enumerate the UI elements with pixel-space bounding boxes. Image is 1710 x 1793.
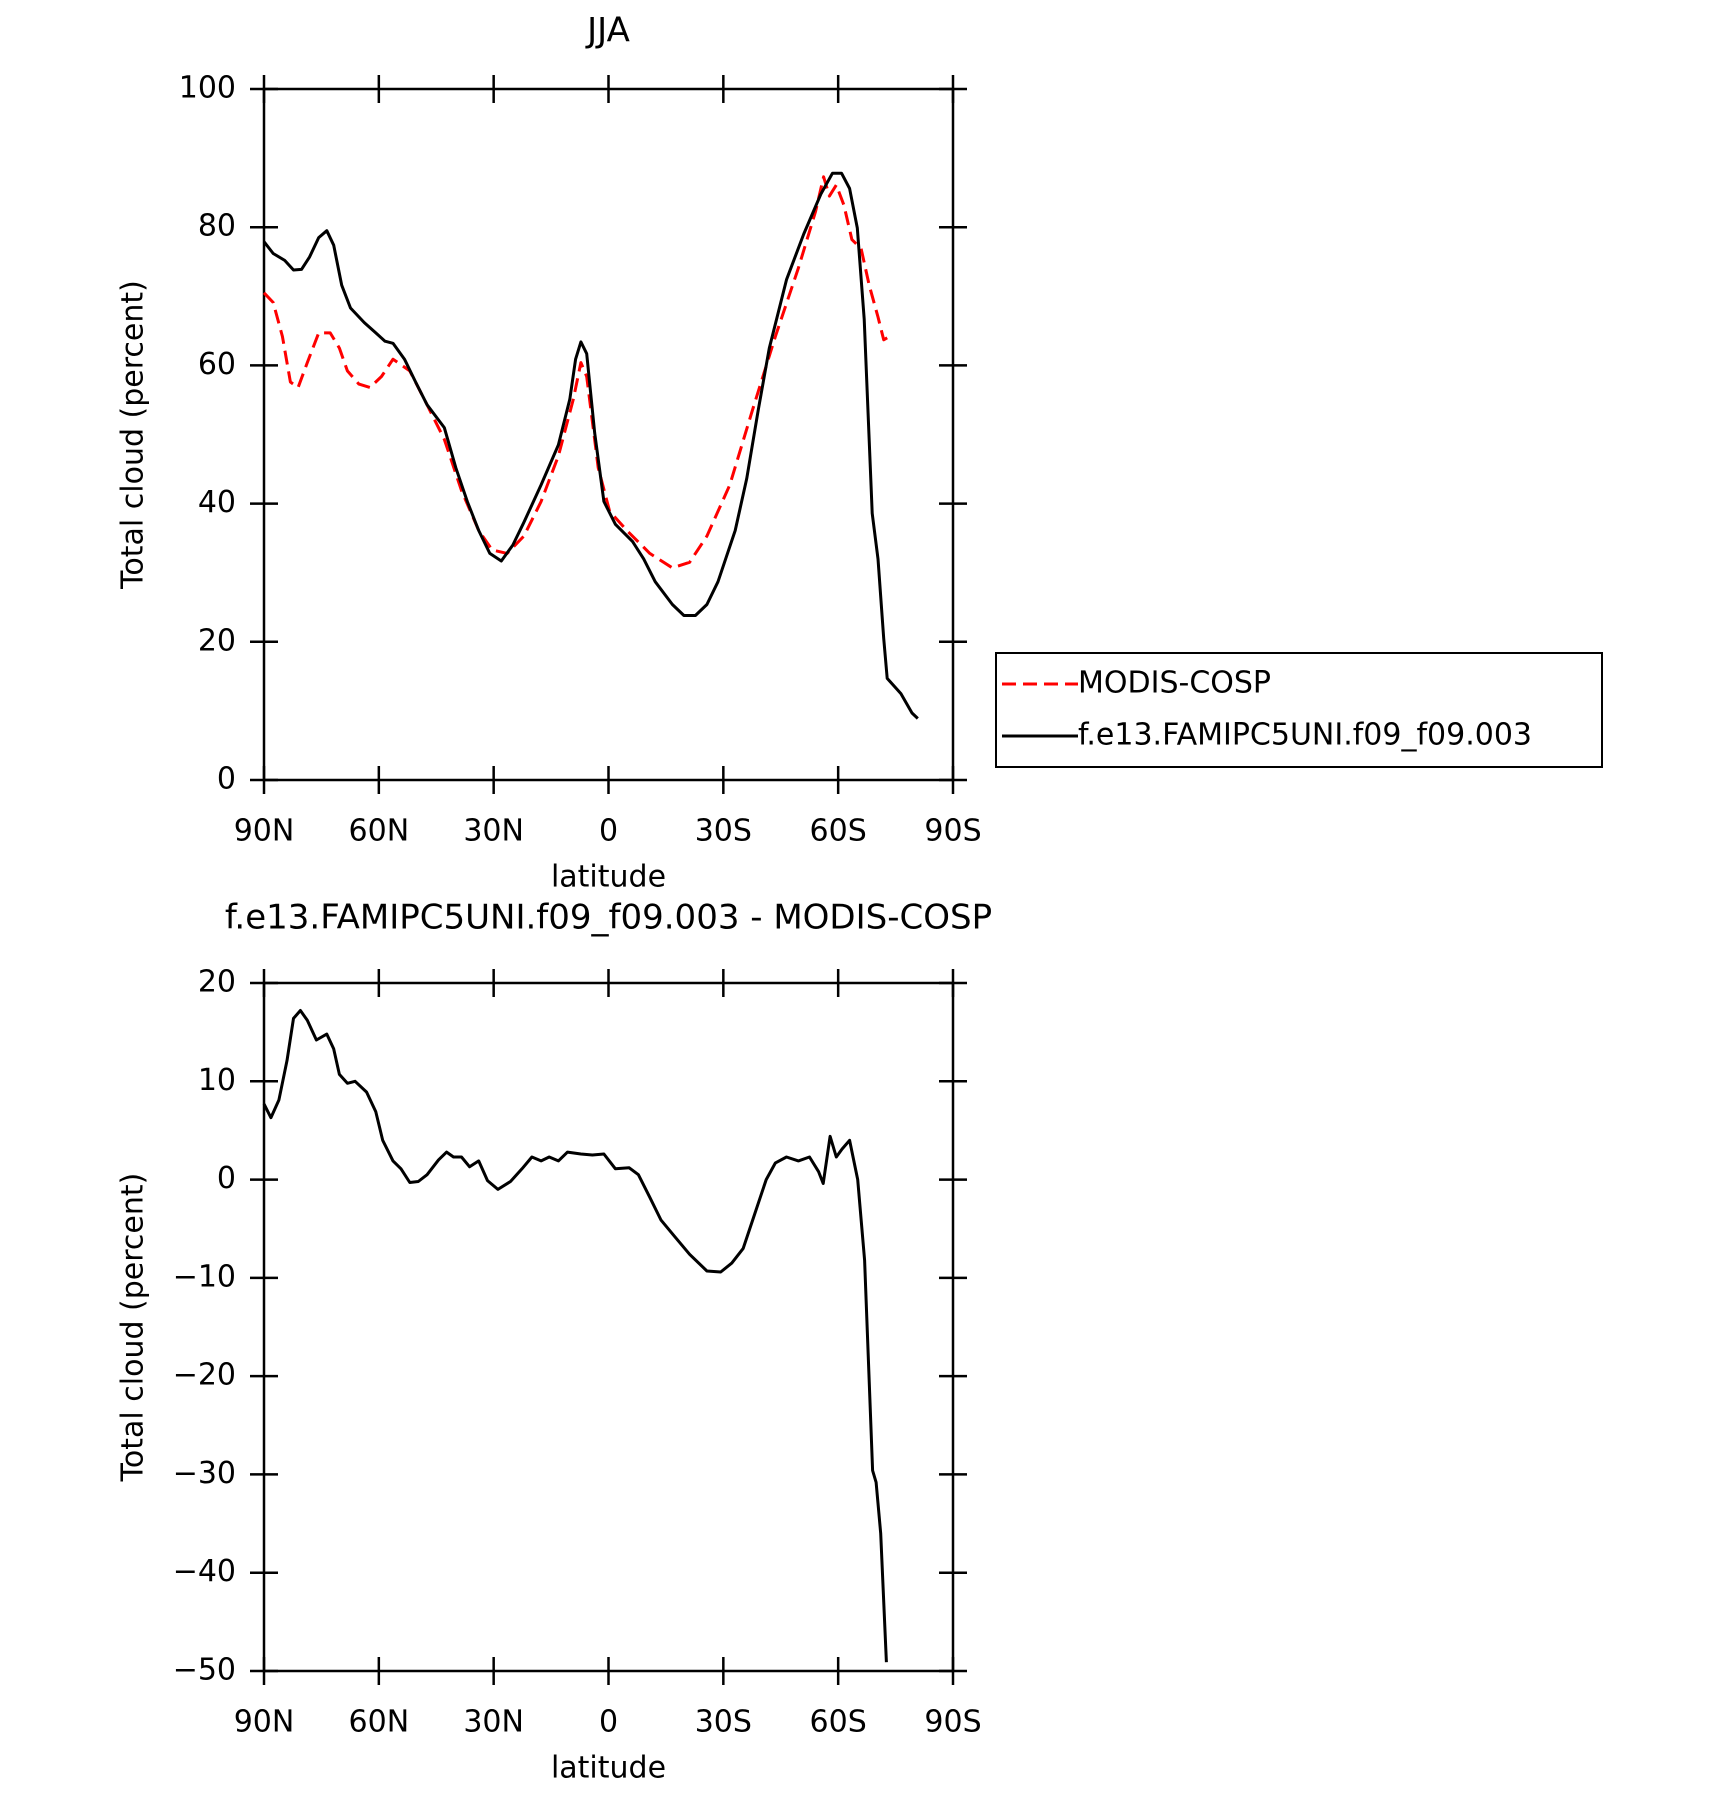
y-tick-label: 80 — [198, 209, 236, 244]
x-tick-label: 0 — [599, 814, 618, 849]
y-tick-label: 0 — [217, 1161, 236, 1196]
x-tick-label: 60S — [810, 814, 867, 849]
chart-title: f.e13.FAMIPC5UNI.f09_f09.003 - MODIS-COS… — [225, 898, 992, 938]
x-tick-label: 30N — [463, 1705, 524, 1740]
x-tick-label: 30S — [695, 1705, 752, 1740]
x-tick-label: 30N — [463, 814, 524, 849]
y-axis-label: Total cloud (percent) — [116, 280, 151, 590]
data-line — [262, 175, 888, 570]
x-tick-label: 90S — [924, 1705, 981, 1740]
chart-title: JJA — [585, 11, 630, 51]
x-tick-label: 60N — [349, 1705, 410, 1740]
y-tick-label: 20 — [198, 623, 236, 658]
x-tick-label: 90N — [234, 1705, 295, 1740]
plot-frame — [262, 87, 955, 782]
x-tick-label: 60N — [349, 814, 410, 849]
y-tick-label: 60 — [198, 347, 236, 382]
y-axis-label: Total cloud (percent) — [116, 1173, 151, 1483]
x-tick-label: 60S — [810, 1705, 867, 1740]
plot-frame — [262, 981, 955, 1673]
x-axis-label: latitude — [551, 860, 666, 895]
y-tick-label: 10 — [198, 1063, 236, 1098]
y-tick-label: 20 — [198, 965, 236, 1000]
legend-label: f.e13.FAMIPC5UNI.f09_f09.003 — [1078, 718, 1532, 753]
y-tick-label: −40 — [173, 1554, 236, 1589]
data-line — [262, 1009, 888, 1663]
x-tick-label: 30S — [695, 814, 752, 849]
y-tick-label: −20 — [173, 1358, 236, 1393]
x-tick-label: 90N — [234, 814, 295, 849]
legend-box — [995, 652, 1603, 768]
y-tick-label: −30 — [173, 1456, 236, 1491]
y-tick-label: 40 — [198, 485, 236, 520]
data-line — [262, 171, 919, 720]
y-tick-label: 0 — [217, 762, 236, 797]
x-axis-label: latitude — [551, 1751, 666, 1786]
y-tick-label: −50 — [173, 1653, 236, 1688]
y-tick-label: 100 — [179, 71, 236, 106]
x-tick-label: 90S — [924, 814, 981, 849]
x-tick-label: 0 — [599, 1705, 618, 1740]
legend-label: MODIS-COSP — [1078, 666, 1271, 701]
y-tick-label: −10 — [173, 1259, 236, 1294]
